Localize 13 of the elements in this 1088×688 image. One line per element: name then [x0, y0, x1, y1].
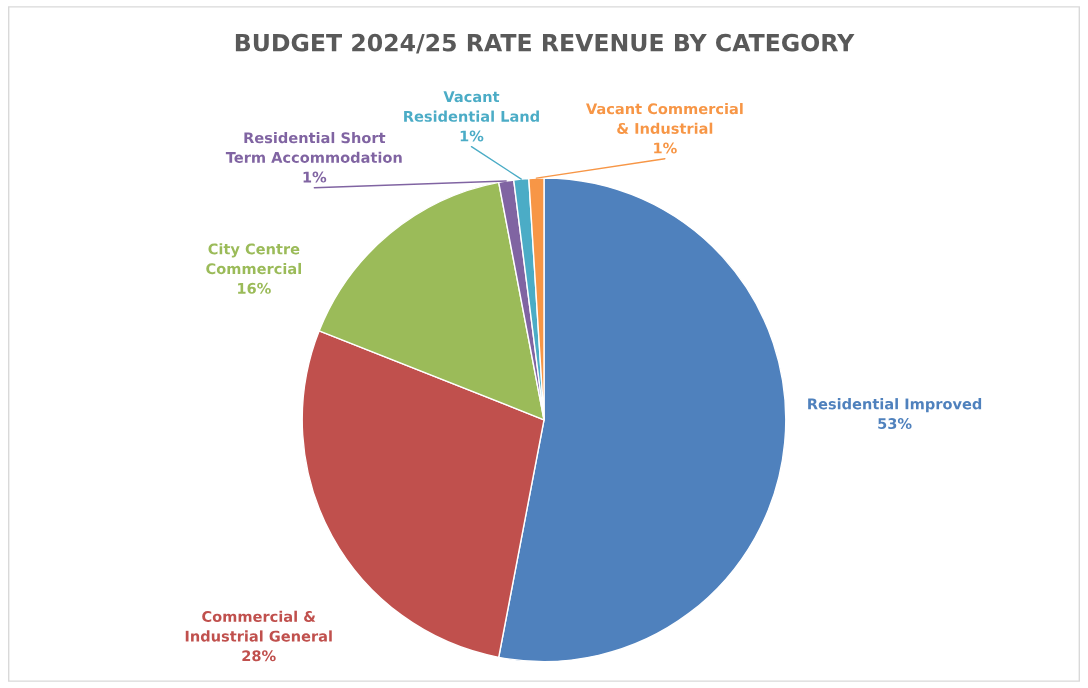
- data-label: 16%: [238, 282, 271, 294]
- data-label: 53%: [878, 418, 912, 430]
- slice-label: Residential Improved: [808, 398, 982, 413]
- data-label: 1%: [654, 142, 677, 154]
- slice-label: City Centre Commercial: [206, 243, 301, 275]
- data-label: 28%: [242, 650, 276, 662]
- data-label: 1%: [303, 171, 327, 183]
- slice-label: Vacant Commercial & Industrial: [586, 102, 743, 134]
- chart-title: BUDGET 2024/25 RATE REVENUE BY CATEGORY: [235, 33, 855, 54]
- slice-label: Residential Short Term Accommodation: [225, 132, 402, 163]
- slice-label: Vacant Residential Land: [404, 91, 539, 122]
- slice-label: Commercial & Industrial General: [185, 610, 332, 642]
- data-label: 1%: [460, 130, 484, 142]
